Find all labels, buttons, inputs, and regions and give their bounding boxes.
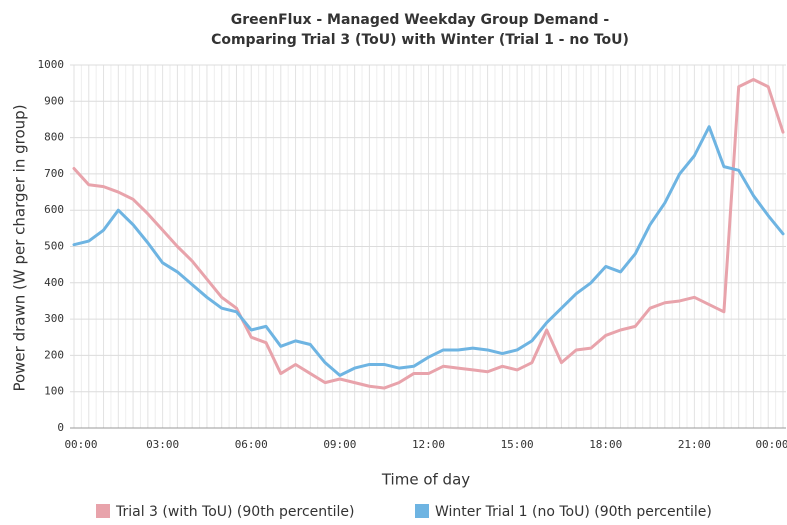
- series-line: [72, 125, 785, 377]
- y-tick-label: 800: [44, 131, 64, 144]
- x-tick-label: 15:00: [501, 438, 534, 451]
- y-tick-label: 900: [44, 94, 64, 107]
- y-tick-label: 200: [44, 348, 64, 361]
- y-tick-label: 1000: [38, 58, 65, 71]
- x-tick-label: 21:00: [678, 438, 711, 451]
- chart-subtitle: Comparing Trial 3 (ToU) with Winter (Tri…: [211, 32, 629, 48]
- legend-label: Winter Trial 1 (no ToU) (90th percentile…: [435, 504, 712, 520]
- y-tick-label: 600: [44, 203, 64, 216]
- x-tick-label: 00:00: [64, 438, 97, 451]
- y-tick-label: 700: [44, 167, 64, 180]
- x-tick-label: 09:00: [323, 438, 356, 451]
- x-tick-label: 18:00: [589, 438, 622, 451]
- series-line: [72, 78, 785, 390]
- legend-label: Trial 3 (with ToU) (90th percentile): [115, 504, 355, 520]
- x-tick-label: 03:00: [146, 438, 179, 451]
- x-tick-label: 00:00: [755, 438, 787, 451]
- x-axis-title: Time of day: [381, 471, 470, 489]
- legend-swatch: [96, 504, 110, 518]
- y-tick-label: 100: [44, 385, 64, 398]
- x-tick-label: 12:00: [412, 438, 445, 451]
- y-tick-label: 400: [44, 276, 64, 289]
- chart-title: GreenFlux - Managed Weekday Group Demand…: [231, 12, 610, 28]
- legend-swatch: [415, 504, 429, 518]
- y-tick-label: 500: [44, 240, 64, 253]
- y-tick-label: 300: [44, 312, 64, 325]
- y-axis-title: Power drawn (W per charger in group): [11, 104, 29, 391]
- y-tick-label: 0: [57, 421, 64, 434]
- x-tick-label: 06:00: [235, 438, 268, 451]
